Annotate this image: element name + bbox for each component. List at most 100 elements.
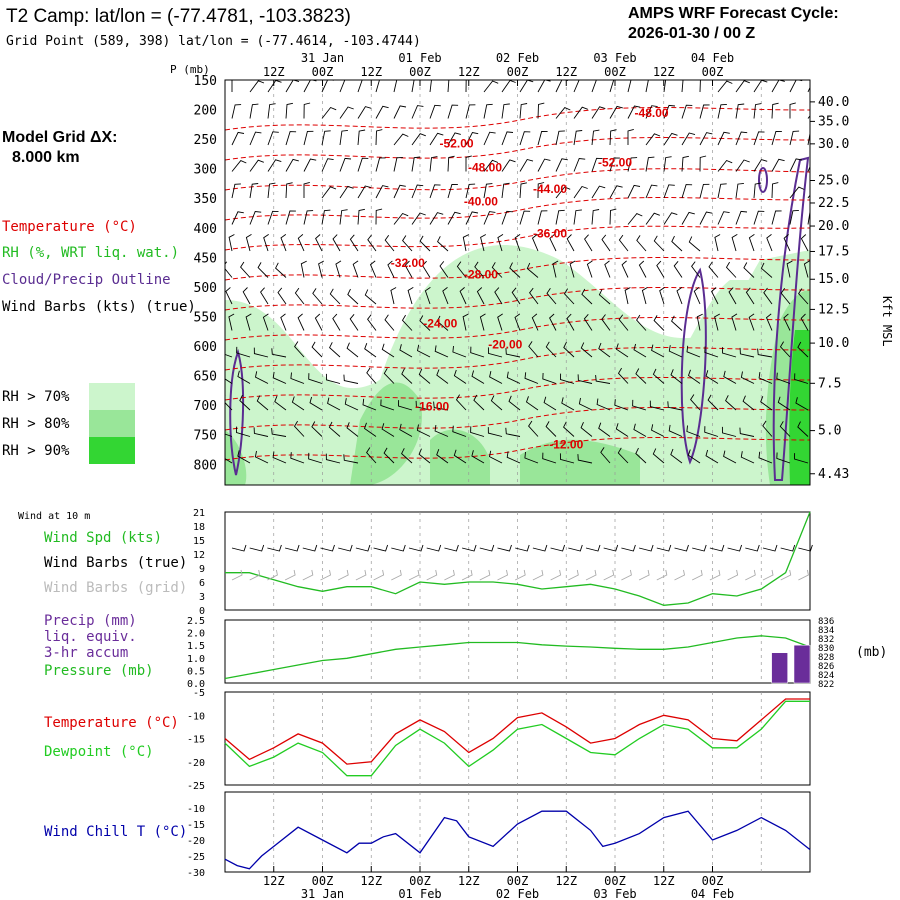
wind-barb	[375, 129, 383, 146]
bottom-hour-label: 00Z	[507, 874, 529, 888]
wind-barb	[399, 344, 413, 358]
sfc-wind-barb	[656, 544, 672, 552]
wind-barb	[659, 287, 665, 305]
legend-3hr-accum: 3-hr accum	[44, 645, 128, 661]
wind-barb	[725, 395, 737, 411]
sfc-wind-barb	[426, 544, 442, 552]
sfc-wind-barb	[621, 544, 636, 552]
wind-barb	[369, 260, 377, 278]
top-hour-label: 00Z	[604, 65, 626, 79]
wind-barb	[577, 454, 593, 464]
height-tick-label: 4.43	[818, 467, 849, 482]
wind-barb	[471, 370, 485, 384]
wind-barb	[766, 234, 773, 252]
pressure-ticks: 150 200 250 300 350 400 450 500 550 600 650 700 750 8…	[194, 74, 217, 473]
wind-barb	[573, 209, 582, 225]
wind-barb	[343, 454, 359, 464]
wind-barb	[555, 158, 568, 172]
legend-temperature-sfc: Temperature (°C)	[44, 715, 179, 731]
wind-barb	[447, 184, 458, 199]
wind-barb	[748, 234, 755, 252]
wind-barb	[690, 394, 701, 411]
wind-barb	[776, 452, 791, 464]
temperature-label: -52.00	[598, 155, 632, 169]
wind-barb	[705, 370, 719, 384]
wind-barb	[228, 313, 235, 331]
wind-barb	[429, 104, 441, 119]
wind-barb	[488, 450, 503, 464]
grid-wind-barb	[674, 569, 686, 581]
wind-barb	[627, 184, 641, 199]
wind-barb	[236, 346, 251, 358]
wind-barb	[723, 370, 737, 384]
wind-barb	[429, 80, 432, 93]
wind-barb	[456, 261, 467, 278]
wind-barb	[393, 156, 403, 172]
wind-barb	[249, 80, 265, 93]
wind-barb	[401, 368, 413, 384]
wind-barb	[267, 210, 279, 225]
wind-barb	[794, 453, 809, 464]
rh-region	[789, 330, 810, 485]
wind-barb	[393, 184, 406, 199]
wind-barb	[271, 348, 287, 358]
wind-barb	[231, 211, 244, 225]
wind-barb	[321, 158, 334, 172]
wind-barb	[465, 131, 479, 146]
legend-temperature: Temperature (°C)	[2, 219, 137, 235]
wind-barb	[771, 158, 785, 172]
pressure-line	[224, 635, 811, 680]
wind-barb	[731, 313, 738, 331]
wind-barb	[549, 234, 557, 252]
wind-barb	[357, 157, 369, 172]
sfc-wind-barb	[355, 544, 371, 552]
sfc-wind-barb	[568, 544, 583, 552]
wind-barb	[290, 452, 305, 464]
wind-barb	[249, 211, 262, 225]
wind-barb	[735, 103, 745, 119]
dewpoint-line	[224, 700, 810, 777]
panel-tick-label: -25	[187, 852, 205, 863]
legend-liq-equiv: liq. equiv.	[44, 629, 137, 645]
pressure-tick-label: 300	[194, 163, 217, 178]
wind-barb	[636, 314, 647, 331]
wind-barb	[617, 367, 629, 384]
wind-barb	[681, 80, 684, 93]
wind-barb	[601, 314, 611, 331]
wind-barb	[332, 313, 341, 331]
wind-barb	[452, 425, 467, 437]
temperature-label: -16.00	[415, 400, 449, 414]
height-tick-label: 35.0	[818, 114, 849, 129]
wind-barb	[531, 313, 539, 331]
wind-barb	[627, 157, 638, 172]
wind-barb	[346, 342, 359, 358]
grid-wind-barb	[320, 569, 332, 581]
wind-barb	[380, 399, 395, 411]
wind-barb	[765, 313, 773, 331]
temperature-label: -32.00	[391, 256, 425, 270]
isotherm-line	[225, 347, 810, 371]
wind-barb	[717, 159, 733, 172]
wind-barb	[508, 395, 521, 411]
wind-barb	[384, 314, 395, 331]
wind-barb	[668, 345, 683, 358]
grid-wind-barb	[532, 569, 544, 581]
wind-barb	[429, 132, 444, 146]
wind-barb	[609, 208, 617, 225]
grid-wind-barb	[337, 569, 349, 581]
temperature-label: -48.00	[468, 161, 502, 175]
wind-barb	[591, 106, 606, 119]
wind-barb	[800, 234, 809, 252]
sfc-wind-barb	[727, 544, 743, 552]
wind-barb	[633, 343, 647, 358]
wind-barb	[591, 129, 600, 146]
wind-barb	[309, 396, 323, 411]
wind-barb	[687, 449, 701, 464]
panel-tick-label: 0	[199, 606, 205, 617]
wind-barb	[705, 449, 719, 464]
wind-barb	[780, 287, 791, 305]
wind-barb	[321, 186, 337, 199]
wind-barb	[339, 106, 354, 119]
wind-barb	[506, 371, 521, 384]
wind-barb	[257, 262, 269, 278]
